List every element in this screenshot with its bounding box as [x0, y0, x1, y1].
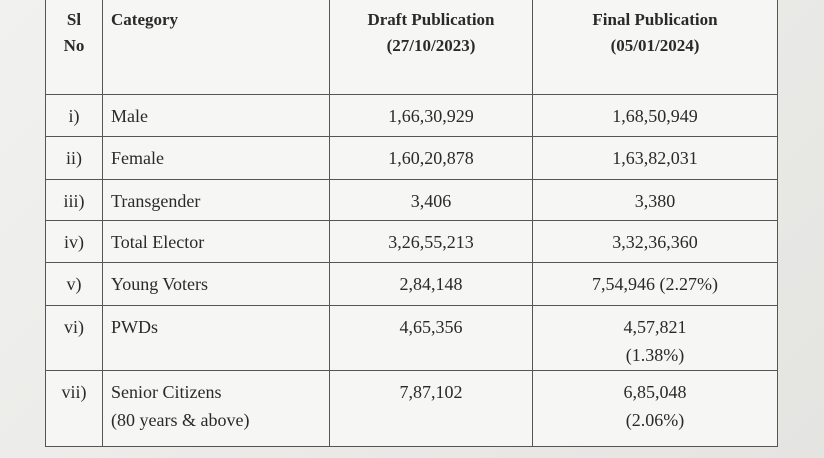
table-cell: 3,380	[532, 179, 778, 221]
table-cell: Total Elector	[102, 220, 330, 263]
table-cell: 1,60,20,878	[329, 136, 533, 180]
table-cell: PWDs	[102, 305, 330, 371]
table-cell: Transgender	[102, 179, 330, 221]
cell-line: (05/01/2024)	[610, 36, 700, 56]
header-cell: Sl No	[45, 0, 103, 95]
table-cell: iv)	[45, 220, 103, 263]
header-cell: Final Publication (05/01/2024)	[532, 0, 778, 95]
header-cell: Category	[102, 0, 330, 95]
header-row: Sl No Category Draft Publication (27/10/2023…	[45, 0, 778, 95]
cell-line: (27/10/2023)	[386, 36, 476, 56]
table-row: iv) Total Elector 3,26,55,213 3,32,36,360	[45, 220, 778, 263]
table-cell: iii)	[45, 179, 103, 221]
table-row: vi) PWDs 4,65,356 4,57,821 (1.38%)	[45, 305, 778, 371]
table-cell: ii)	[45, 136, 103, 180]
electoral-table: Sl No Category Draft Publication (27/10/2023…	[45, 0, 778, 447]
cell-line: 6,85,048	[623, 381, 687, 402]
table-row: iii) Transgender 3,406 3,380	[45, 179, 778, 221]
table-cell: v)	[45, 262, 103, 306]
table-cell: 6,85,048 (2.06%)	[532, 369, 778, 447]
table-cell: 1,68,50,949	[532, 94, 778, 137]
table-cell: i)	[45, 94, 103, 137]
table-cell: Young Voters	[102, 262, 330, 306]
table-cell: Female	[102, 136, 330, 180]
table-cell: 3,26,55,213	[329, 220, 533, 263]
table-cell: Male	[102, 94, 330, 137]
table-cell: 3,406	[329, 179, 533, 221]
cell-line: Draft Publication	[367, 10, 495, 29]
cell-line: (1.38%)	[625, 344, 685, 365]
table-cell: 2,84,148	[329, 262, 533, 306]
table-cell: 7,54,946 (2.27%)	[532, 262, 778, 306]
cell-line: (2.06%)	[625, 409, 685, 430]
header-cell: Draft Publication (27/10/2023)	[329, 0, 533, 95]
table-cell: Senior Citizens (80 years & above)	[102, 369, 330, 447]
table-cell: 1,66,30,929	[329, 94, 533, 137]
table-cell: 4,65,356	[329, 305, 533, 371]
table-row: ii) Female 1,60,20,878 1,63,82,031	[45, 136, 778, 180]
table-row: v) Young Voters 2,84,148 7,54,946 (2.27%)	[45, 262, 778, 306]
table-cell: 1,63,82,031	[532, 136, 778, 180]
cell-line: Final Publication	[592, 10, 718, 29]
cell-line: Sl	[66, 10, 82, 29]
cell-line: Senior Citizens	[111, 381, 222, 402]
cell-line: (80 years & above)	[111, 409, 250, 430]
table-cell: 7,87,102	[329, 369, 533, 447]
table-cell: vi)	[45, 305, 103, 371]
cell-line: No	[63, 36, 85, 56]
table-row: i) Male 1,66,30,929 1,68,50,949	[45, 94, 778, 137]
table-cell: vii)	[45, 369, 103, 447]
table-cell: 3,32,36,360	[532, 220, 778, 263]
cell-line: 4,57,821	[623, 317, 687, 337]
table-cell: 4,57,821 (1.38%)	[532, 305, 778, 371]
table-row: vii) Senior Citizens (80 years & above) 7,8…	[45, 369, 778, 447]
